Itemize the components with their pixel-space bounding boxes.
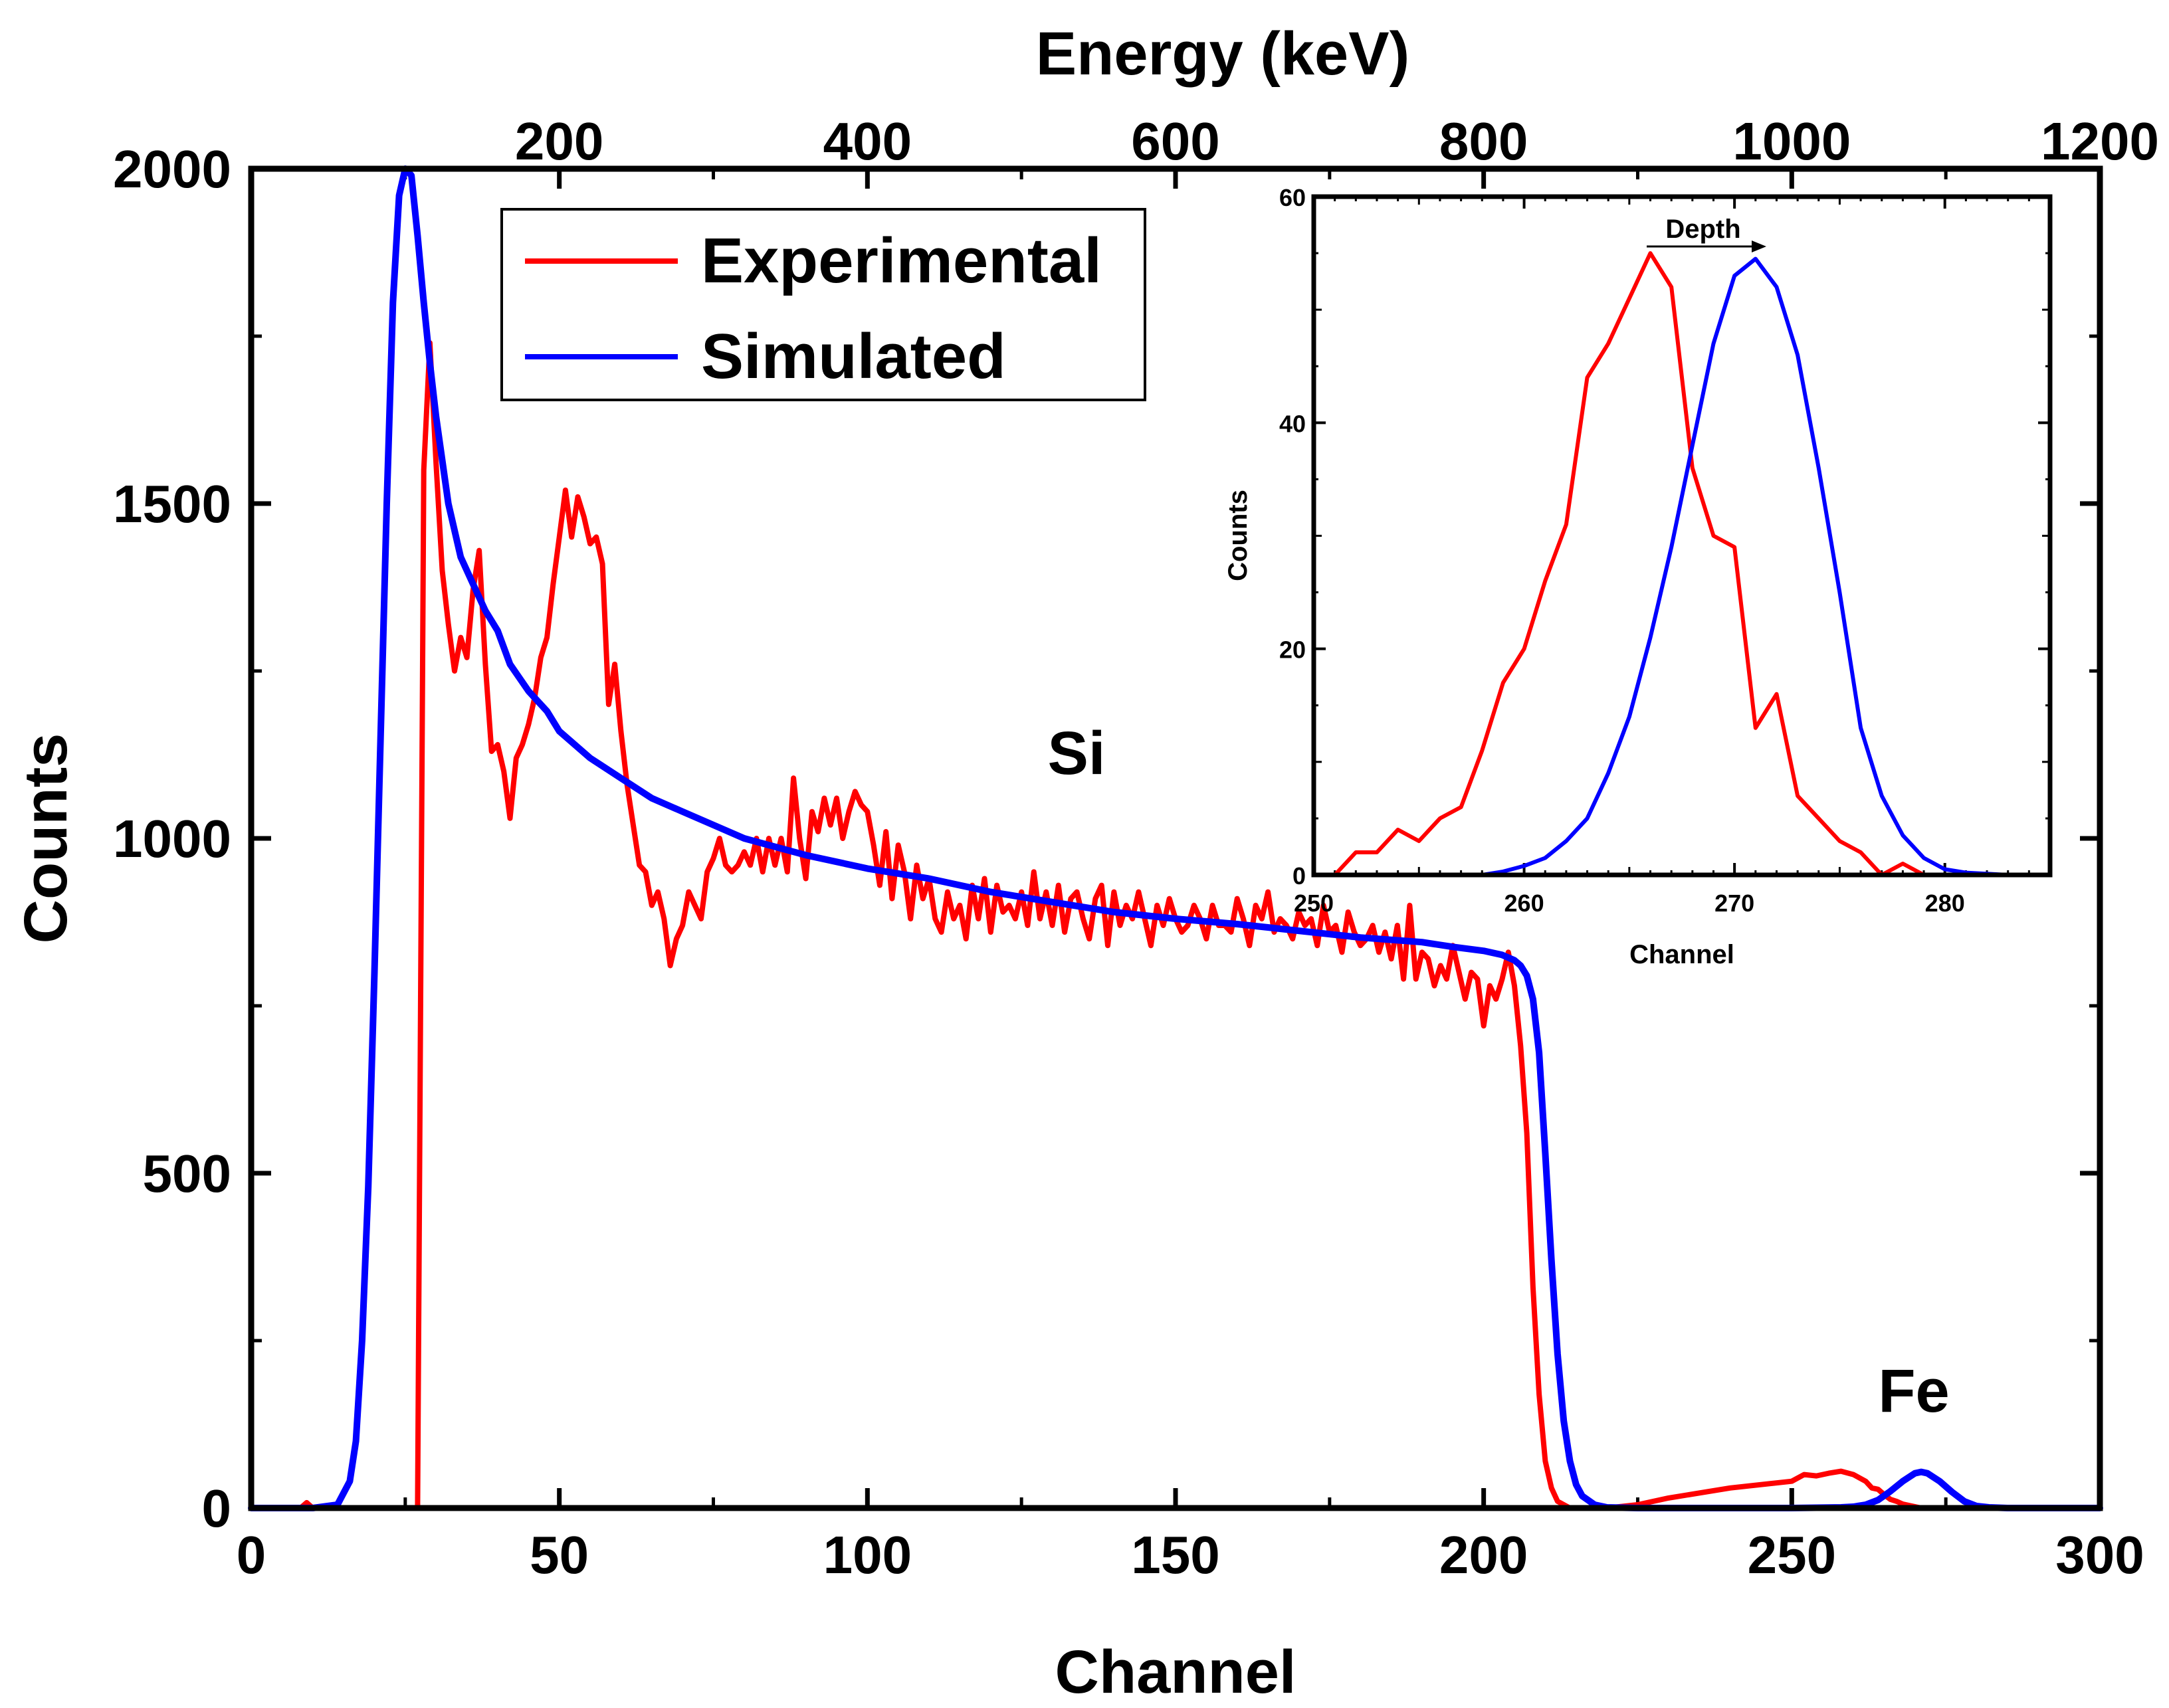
inset-tick-labels: 250 260 270 280 0 20 40 60 xyxy=(1279,184,1965,917)
inset-series-line-simulated xyxy=(1480,256,2010,877)
y-tick-label: 0 xyxy=(202,1479,232,1538)
depth-arrow xyxy=(1647,240,1766,252)
main-plot-frame xyxy=(248,165,2103,1511)
inset-plot-frame xyxy=(1311,194,2053,878)
depth-arrow-head xyxy=(1752,240,1766,252)
top-tick-label: 1200 xyxy=(2041,112,2159,171)
x-axis-title: Channel xyxy=(1055,1638,1296,1706)
x-tick-label: 200 xyxy=(1439,1525,1528,1584)
legend-label-simulated: Simulated xyxy=(701,321,1006,392)
depth-label: Depth xyxy=(1665,215,1740,244)
inset-series-line-experimental xyxy=(1332,251,1947,877)
top-tick-label: 400 xyxy=(823,112,912,171)
top-tick-label: 600 xyxy=(1131,112,1219,171)
inset-background xyxy=(1314,197,2050,875)
y-tick-label: 2000 xyxy=(113,140,231,199)
main-series-lines xyxy=(248,165,2103,1511)
top-tick-label: 200 xyxy=(515,112,603,171)
inset-x-tick-label: 260 xyxy=(1504,890,1544,917)
legend-label-experimental: Experimental xyxy=(701,225,1102,296)
x-tick-label: 0 xyxy=(237,1525,266,1584)
top-tick-label: 1000 xyxy=(1732,112,1851,171)
legend: Experimental Simulated xyxy=(500,208,1146,401)
series-line-simulated xyxy=(248,165,2103,1511)
inset-x-tick-label: 280 xyxy=(1925,890,1965,917)
x-tick-label: 300 xyxy=(2055,1525,2144,1584)
inset-x-axis-title: Channel xyxy=(1629,940,1734,969)
top-axis-title: Energy (keV) xyxy=(1036,20,1409,88)
y-tick-label: 1500 xyxy=(113,474,231,533)
top-tick-label: 800 xyxy=(1439,112,1528,171)
inset-x-tick-label: 270 xyxy=(1714,890,1754,917)
x-tick-label: 100 xyxy=(823,1525,912,1584)
inset-y-tick-label: 20 xyxy=(1279,636,1306,664)
inset-chart: 250 260 270 280 0 20 40 60 Channel Counts Depth xyxy=(1223,184,2053,969)
y-tick-label: 500 xyxy=(143,1144,231,1203)
si-annotation: Si xyxy=(1048,719,1106,787)
y-axis-title: Counts xyxy=(12,733,80,944)
y-tick-label: 1000 xyxy=(113,809,231,868)
inset-y-axis-title: Counts xyxy=(1223,490,1253,581)
legend-box xyxy=(500,208,1146,401)
x-tick-label: 150 xyxy=(1131,1525,1219,1584)
fe-annotation: Fe xyxy=(1878,1357,1949,1425)
inset-y-tick-label: 60 xyxy=(1279,184,1306,211)
x-tick-label: 50 xyxy=(530,1525,589,1584)
x-tick-label: 250 xyxy=(1748,1525,1836,1584)
inset-y-tick-label: 40 xyxy=(1279,410,1306,437)
inset-y-tick-label: 0 xyxy=(1292,862,1306,890)
inset-x-tick-label: 250 xyxy=(1294,890,1334,917)
inset-series-lines xyxy=(1332,251,2010,877)
